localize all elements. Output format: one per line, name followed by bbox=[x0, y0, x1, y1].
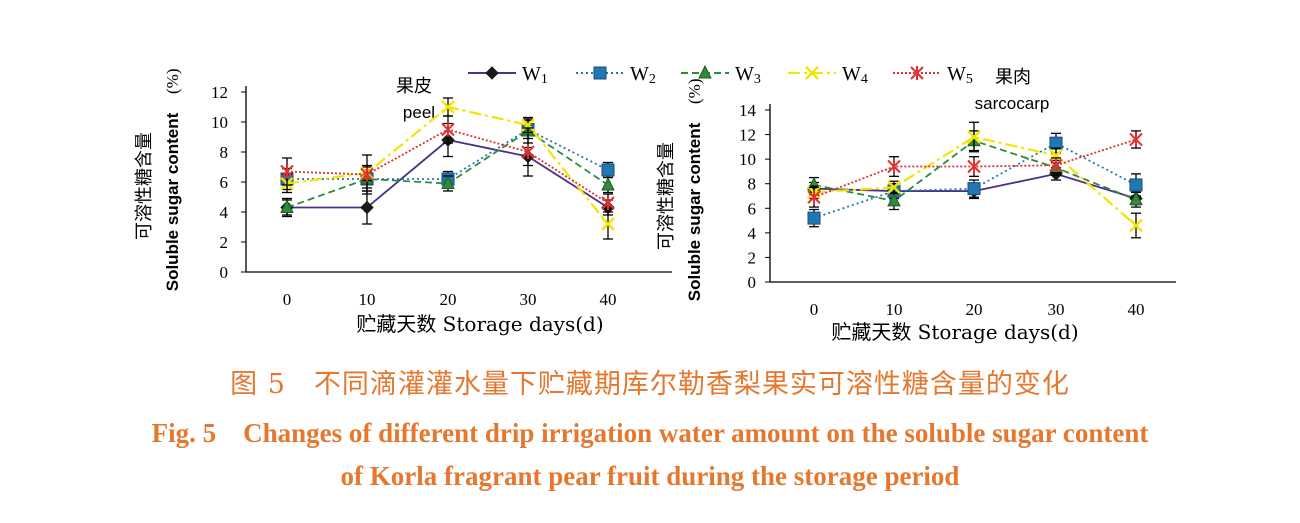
y-tick-label: 0 bbox=[220, 263, 229, 282]
y-axis-label-unit: (%) bbox=[685, 79, 704, 104]
legend: W1 W2 W3 W4 W5 bbox=[468, 63, 973, 87]
x-tick-label: 0 bbox=[283, 290, 292, 309]
x-tick-label: 30 bbox=[1048, 300, 1065, 319]
data-point-w3 bbox=[601, 176, 615, 191]
y-axis-label-en: Soluble sugar content (%) bbox=[685, 79, 704, 302]
data-point-w4 bbox=[887, 180, 901, 195]
data-point-w5 bbox=[360, 167, 374, 182]
data-point-w5 bbox=[280, 164, 294, 179]
legend-label-w1: W1 bbox=[522, 63, 548, 87]
y-tick-label: 10 bbox=[211, 113, 228, 132]
x-tick-label: 10 bbox=[359, 290, 376, 309]
data-point-w4 bbox=[441, 100, 455, 114]
x-axis-label: 贮藏天数 Storage days(d) bbox=[831, 320, 1078, 344]
legend-marker-w5 bbox=[910, 66, 924, 80]
series-w5 bbox=[280, 115, 615, 213]
x-tick-label: 40 bbox=[1128, 300, 1145, 319]
x-tick-label: 0 bbox=[810, 300, 819, 319]
data-point-w3 bbox=[1129, 191, 1143, 206]
y-tick-label: 6 bbox=[748, 199, 757, 218]
data-point-w4 bbox=[521, 118, 535, 132]
data-point-w2 bbox=[1049, 136, 1063, 150]
y-tick-label: 2 bbox=[748, 248, 757, 267]
y-tick-label: 12 bbox=[739, 126, 756, 145]
y-tick-label: 4 bbox=[220, 203, 229, 222]
y-axis-label-unit: (%) bbox=[163, 69, 182, 94]
data-point-w5 bbox=[807, 190, 821, 205]
series-w2 bbox=[807, 132, 1143, 228]
data-point-w5 bbox=[521, 145, 535, 159]
data-point-w2 bbox=[807, 211, 821, 225]
x-tick-label: 40 bbox=[600, 290, 617, 309]
figure-caption-en-line1: Fig. 5 Changes of different drip irrigat… bbox=[151, 418, 1149, 448]
data-point-w4 bbox=[1049, 148, 1063, 163]
y-tick-label: 12 bbox=[211, 83, 228, 102]
data-point-w5 bbox=[1049, 158, 1063, 173]
data-point-w2 bbox=[1129, 178, 1143, 192]
legend-label-w3: W3 bbox=[735, 63, 761, 87]
data-point-w5 bbox=[1129, 132, 1143, 147]
y-tick-label: 2 bbox=[220, 233, 229, 252]
x-tick-label: 30 bbox=[520, 290, 537, 309]
y-axis-label-en-text: Soluble sugar content bbox=[163, 112, 182, 291]
data-point-w3 bbox=[887, 192, 901, 207]
x-tick-label: 20 bbox=[440, 290, 457, 309]
figure-caption-en-line2: of Korla fragrant pear fruit during the … bbox=[340, 461, 960, 491]
data-point-w2 bbox=[601, 163, 615, 177]
x-axis-label: 贮藏天数 Storage days(d) bbox=[356, 312, 603, 336]
y-tick-label: 10 bbox=[739, 150, 756, 169]
y-axis-label-cn-text: 可溶性糖含量 bbox=[134, 132, 155, 240]
panel-label-en: sarcocarp bbox=[975, 94, 1050, 113]
data-point-w5 bbox=[601, 196, 615, 210]
data-point-w2 bbox=[967, 182, 981, 196]
data-point-w5 bbox=[441, 122, 455, 137]
data-point-w4 bbox=[601, 217, 615, 231]
y-axis-label-cn: 可溶性糖含量 bbox=[134, 132, 155, 240]
legend-marker-w1 bbox=[485, 66, 499, 80]
data-point-w5 bbox=[887, 159, 901, 174]
y-tick-label: 14 bbox=[739, 101, 757, 120]
legend-marker-w2 bbox=[593, 66, 607, 80]
series-w5 bbox=[807, 130, 1143, 208]
y-axis-label-en-text: Soluble sugar content bbox=[685, 122, 704, 301]
legend-label-w5: W5 bbox=[947, 63, 973, 87]
y-axis-label-cn-text: 可溶性糖含量 bbox=[656, 142, 677, 250]
y-tick-label: 0 bbox=[748, 273, 757, 292]
panel-label-cn: 果肉 bbox=[995, 67, 1031, 88]
legend-marker-w3 bbox=[698, 64, 712, 79]
y-tick-label: 4 bbox=[748, 224, 757, 243]
chart-panel-1: 0 2 4 6 8 10 12 0 10 20 30 40 贮藏天数 Storage days(d) 可溶… bbox=[134, 69, 672, 336]
panel-label-cn: 果皮 bbox=[396, 76, 432, 97]
series-line-w2 bbox=[813, 142, 1137, 219]
panel-label-en: peel bbox=[403, 103, 435, 122]
y-tick-label: 8 bbox=[748, 175, 757, 194]
x-tick-label: 10 bbox=[886, 300, 903, 319]
data-point-w5 bbox=[967, 159, 981, 174]
y-tick-label: 8 bbox=[220, 143, 229, 162]
y-axis-label-en: Soluble sugar content (%) bbox=[163, 69, 182, 292]
x-tick-label: 20 bbox=[966, 300, 983, 319]
legend-label-w2: W2 bbox=[630, 63, 656, 87]
data-point-w4 bbox=[967, 130, 981, 144]
data-point-w1 bbox=[360, 200, 374, 215]
legend-label-w4: W4 bbox=[842, 63, 868, 87]
data-point-w3 bbox=[280, 199, 294, 213]
data-point-w3 bbox=[441, 175, 455, 189]
data-point-w4 bbox=[1129, 218, 1143, 233]
legend-marker-w4 bbox=[805, 66, 819, 80]
y-tick-label: 6 bbox=[220, 173, 229, 192]
series-line-w4 bbox=[813, 135, 1137, 227]
chart-panel-2: 0 2 4 6 8 10 12 14 0 10 20 30 40 贮藏天数 Storage days(d)… bbox=[656, 67, 1176, 344]
figure-caption-cn: 图 5 不同滴灌灌水量下贮藏期库尔勒香梨果实可溶性糖含量的变化 bbox=[230, 369, 1070, 400]
y-axis-label-cn: 可溶性糖含量 bbox=[656, 142, 677, 250]
